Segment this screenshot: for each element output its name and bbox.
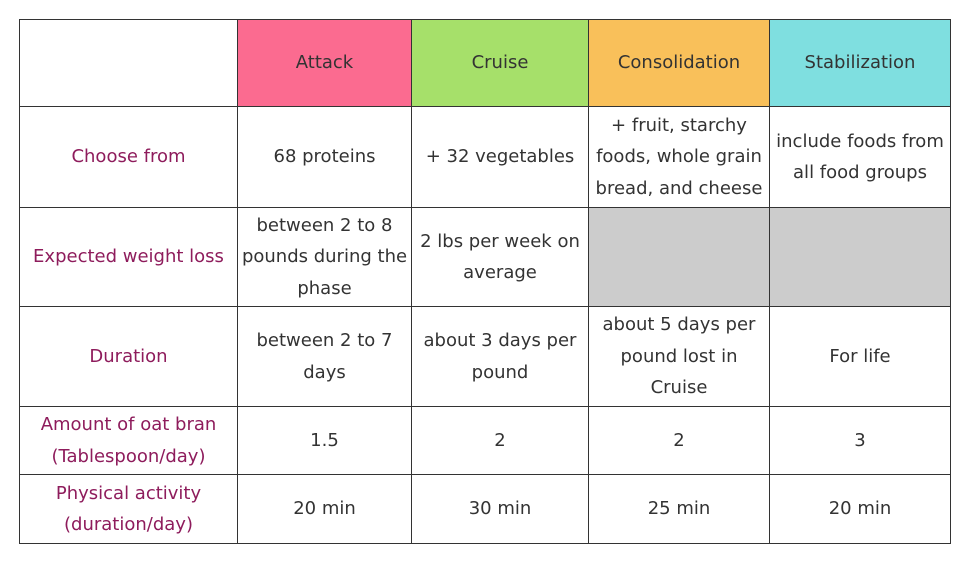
row-label-physical-activity: Physical activity (duration/day)	[19, 474, 238, 544]
table-cell: 2	[588, 406, 770, 475]
table-cell: 1.5	[237, 406, 412, 475]
table-cell: 30 min	[411, 474, 589, 544]
table-cell: include foods from all food groups	[769, 106, 951, 208]
table-row: Choose from 68 proteins + 32 vegetables …	[19, 106, 951, 208]
table-row: Physical activity (duration/day) 20 min …	[19, 474, 951, 544]
empty-cell	[588, 207, 770, 307]
header-corner-cell	[19, 19, 238, 107]
table-cell: + fruit, starchy foods, whole grain brea…	[588, 106, 770, 208]
table-cell: 25 min	[588, 474, 770, 544]
phase-header-attack: Attack	[237, 19, 412, 107]
table-cell: about 3 days per pound	[411, 306, 589, 407]
phase-header-cruise: Cruise	[411, 19, 589, 107]
table-cell: 2 lbs per week on average	[411, 207, 589, 307]
empty-cell	[769, 207, 951, 307]
table-cell: between 2 to 7 days	[237, 306, 412, 407]
table-cell: 20 min	[769, 474, 951, 544]
table-cell: about 5 days per pound lost in Cruise	[588, 306, 770, 407]
table-row: Expected weight loss between 2 to 8 poun…	[19, 207, 951, 307]
row-label-duration: Duration	[19, 306, 238, 407]
table-cell: For life	[769, 306, 951, 407]
table-cell: 68 proteins	[237, 106, 412, 208]
phase-header-stabilization: Stabilization	[769, 19, 951, 107]
row-label-oat-bran: Amount of oat bran (Tablespoon/day)	[19, 406, 238, 475]
table-row: Duration between 2 to 7 days about 3 day…	[19, 306, 951, 407]
table-cell: 2	[411, 406, 589, 475]
row-label-choose-from: Choose from	[19, 106, 238, 208]
table-cell: + 32 vegetables	[411, 106, 589, 208]
header-row: Attack Cruise Consolidation Stabilizatio…	[19, 19, 951, 107]
phase-header-consolidation: Consolidation	[588, 19, 770, 107]
table-cell: between 2 to 8 pounds during the phase	[237, 207, 412, 307]
table-cell: 20 min	[237, 474, 412, 544]
row-label-expected-weight-loss: Expected weight loss	[19, 207, 238, 307]
table-cell: 3	[769, 406, 951, 475]
table-row: Amount of oat bran (Tablespoon/day) 1.5 …	[19, 406, 951, 475]
diet-phases-table: Attack Cruise Consolidation Stabilizatio…	[19, 19, 951, 544]
